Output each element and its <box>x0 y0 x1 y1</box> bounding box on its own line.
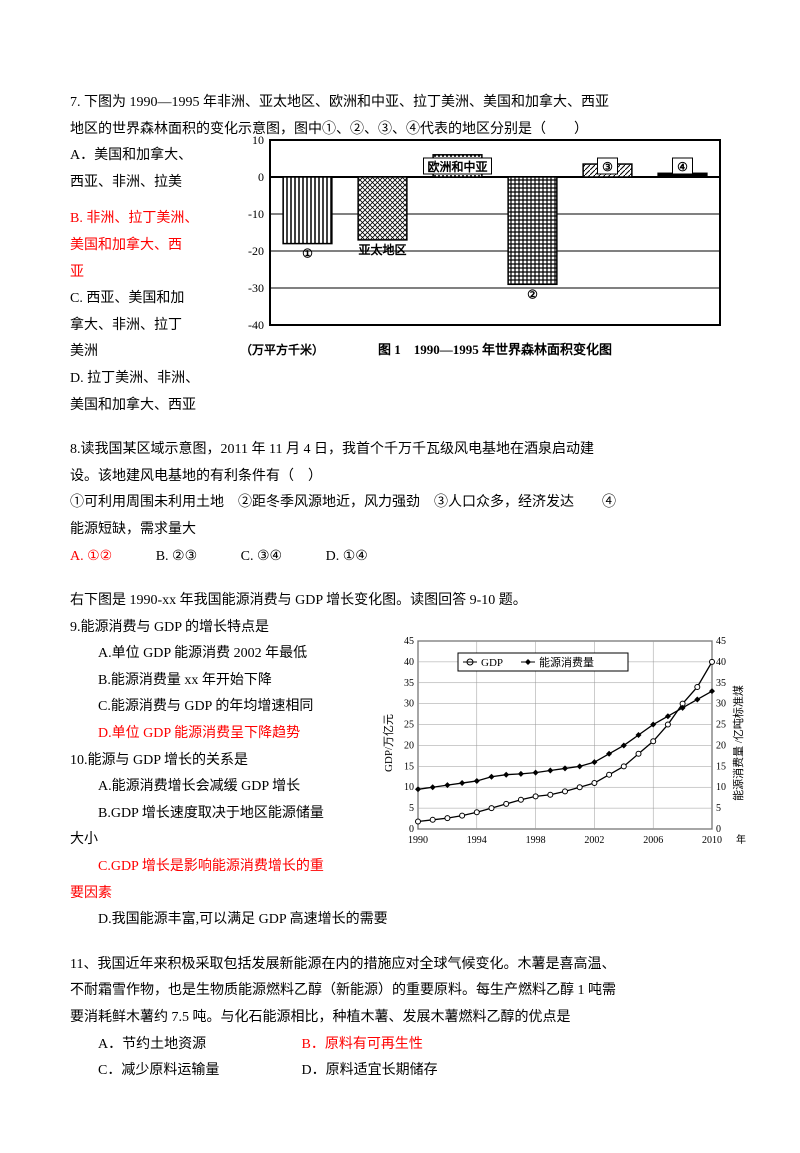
q10-opt-c-l1: C.GDP 增长是影响能源消费增长的重 <box>70 854 730 881</box>
svg-text:35: 35 <box>716 678 726 689</box>
q9-intro: 右下图是 1990-xx 年我国能源消费与 GDP 增长变化图。读图回答 9-1… <box>70 588 730 615</box>
question-7: 7. 下图为 1990—1995 年非洲、亚太地区、欧洲和中亚、拉丁美洲、美国和… <box>70 90 730 419</box>
question-8: 8.读我国某区域示意图，2011 年 11 月 4 日，我首个千万千瓦级风电基地… <box>70 437 730 570</box>
q7-opt-b-l3: 亚 <box>70 260 220 287</box>
svg-text:10: 10 <box>716 782 726 793</box>
svg-text:GDP/万亿元: GDP/万亿元 <box>382 714 395 772</box>
q8-conds-l1: ①可利用周围未利用土地 ②距冬季风源地近，风力强劲 ③人口众多，经济发达 ④ <box>70 490 730 517</box>
svg-text:40: 40 <box>404 657 414 668</box>
q8-opt-a: A. ①② <box>70 549 112 564</box>
q8-stem-l1: 8.读我国某区域示意图，2011 年 11 月 4 日，我首个千万千瓦级风电基地… <box>70 437 730 464</box>
svg-text:-40: -40 <box>248 318 264 332</box>
q11-opt-a: A．节约土地资源 <box>98 1032 298 1059</box>
q11-opt-c: C．减少原料运输量 <box>98 1058 298 1085</box>
q8-opt-b: B. ②③ <box>156 549 197 564</box>
q7-opt-d-l1: D. 拉丁美洲、非洲、 <box>70 366 220 393</box>
svg-text:GDP: GDP <box>481 657 503 669</box>
svg-text:45: 45 <box>716 636 726 647</box>
gdp-energy-line-chart: 0 0 5 5 10 10 15 15 20 20 25 25 30 30 35 35 40 40 45 45 1990… <box>380 633 750 853</box>
q7-opt-c-l2: 拿大、非洲、拉丁 <box>70 313 220 340</box>
q11-stem-l3: 要消耗鲜木薯约 7.5 吨。与化石能源相比，种植木薯、发展木薯燃料乙醇的优点是 <box>70 1005 730 1032</box>
svg-text:③: ③ <box>602 160 613 174</box>
q7-opt-c-l3: 美洲 <box>70 339 220 366</box>
question-9-10: 右下图是 1990-xx 年我国能源消费与 GDP 增长变化图。读图回答 9-1… <box>70 588 730 934</box>
q8-conds-l2: 能源短缺，需求量大 <box>70 517 730 544</box>
svg-text:2006: 2006 <box>643 835 663 846</box>
forest-bar-chart: -40 -30 -20 -10 0 10 ① 亚太地区 欧洲和中亚 ② ③ ④ （万平方千米） 图 1 1… <box>225 130 730 360</box>
q11-stem-l1: 11、我国近年来积极采取包括发展新能源在内的措施应对全球气候变化。木薯是喜高温、 <box>70 952 730 979</box>
svg-text:10: 10 <box>252 133 264 147</box>
q7-opt-b-l1: B. 非洲、拉丁美洲、 <box>70 206 220 233</box>
q7-opt-a-l1: A．美国和加拿大、 <box>70 143 220 170</box>
svg-text:30: 30 <box>404 699 414 710</box>
svg-text:35: 35 <box>404 678 414 689</box>
svg-text:-20: -20 <box>248 244 264 258</box>
svg-text:能源消费量 /亿吨标准煤: 能源消费量 /亿吨标准煤 <box>731 685 745 801</box>
svg-text:5: 5 <box>716 803 721 814</box>
svg-text:1998: 1998 <box>526 835 546 846</box>
q10-opt-d: D.我国能源丰富,可以满足 GDP 高速增长的需要 <box>70 907 730 934</box>
q8-opt-c: C. ③④ <box>241 549 282 564</box>
svg-text:④: ④ <box>677 160 688 174</box>
svg-text:10: 10 <box>404 782 414 793</box>
q7-opt-a-l2: 西亚、非洲、拉美 <box>70 170 220 197</box>
svg-text:15: 15 <box>716 761 726 772</box>
svg-text:0: 0 <box>716 824 721 835</box>
svg-text:0: 0 <box>258 170 264 184</box>
svg-text:能源消费量: 能源消费量 <box>539 655 594 669</box>
svg-text:5: 5 <box>409 803 414 814</box>
svg-text:欧洲和中亚: 欧洲和中亚 <box>427 159 487 174</box>
svg-text:②: ② <box>527 287 538 301</box>
svg-text:-30: -30 <box>248 281 264 295</box>
q11-stem-l2: 不耐霜雪作物，也是生物质能源燃料乙醇（新能源）的重要原料。每生产燃料乙醇 1 吨… <box>70 978 730 1005</box>
svg-text:图 1 1990—1995 年世界森林面积变化图: 图 1 1990—1995 年世界森林面积变化图 <box>378 342 612 357</box>
q11-opt-b: B．原料有可再生性 <box>302 1037 423 1052</box>
svg-text:-10: -10 <box>248 207 264 221</box>
svg-text:1990: 1990 <box>408 835 428 846</box>
question-11: 11、我国近年来积极采取包括发展新能源在内的措施应对全球气候变化。木薯是喜高温、… <box>70 952 730 1085</box>
svg-text:1994: 1994 <box>467 835 487 846</box>
q7-opt-d-l2: 美国和加拿大、西亚 <box>70 393 220 420</box>
svg-text:（万平方千米）: （万平方千米） <box>240 342 324 357</box>
svg-text:15: 15 <box>404 761 414 772</box>
svg-text:亚太地区: 亚太地区 <box>358 242 406 257</box>
svg-text:20: 20 <box>716 741 726 752</box>
q8-stem-l2: 设。该地建风电基地的有利条件有（ ） <box>70 464 730 491</box>
svg-text:2002: 2002 <box>584 835 604 846</box>
svg-text:40: 40 <box>716 657 726 668</box>
svg-text:30: 30 <box>716 699 726 710</box>
svg-text:25: 25 <box>716 720 726 731</box>
svg-text:年: 年 <box>736 833 746 846</box>
svg-text:45: 45 <box>404 636 414 647</box>
svg-text:20: 20 <box>404 741 414 752</box>
svg-text:0: 0 <box>409 824 414 835</box>
q11-opt-d: D．原料适宜长期储存 <box>302 1063 438 1078</box>
q10-opt-c-l2: 要因素 <box>70 881 730 908</box>
svg-text:2010: 2010 <box>702 835 722 846</box>
q7-opt-b-l2: 美国和加拿大、西 <box>70 233 220 260</box>
q7-opt-c-l1: C. 西亚、美国和加 <box>70 286 220 313</box>
svg-text:①: ① <box>302 247 313 261</box>
q7-stem-line1: 7. 下图为 1990—1995 年非洲、亚太地区、欧洲和中亚、拉丁美洲、美国和… <box>70 90 730 117</box>
q8-opt-d: D. ①④ <box>326 549 368 564</box>
svg-text:25: 25 <box>404 720 414 731</box>
